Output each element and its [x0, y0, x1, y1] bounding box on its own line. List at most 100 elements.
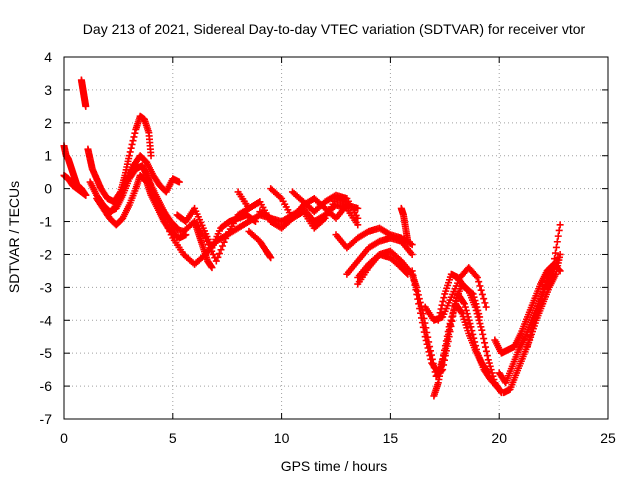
data-point: [459, 298, 467, 306]
data-point: [525, 335, 533, 343]
data-point: [482, 343, 490, 351]
data-point: [556, 250, 564, 258]
data-series-track-11: [191, 218, 216, 272]
data-point: [478, 290, 486, 298]
data-point: [472, 272, 480, 280]
data-point: [462, 306, 470, 314]
data-point: [212, 257, 220, 265]
data-point: [439, 297, 447, 305]
data-point: [476, 313, 484, 321]
data-point: [82, 102, 90, 110]
data-point: [526, 331, 534, 339]
y-tick-label: -5: [40, 345, 53, 361]
data-point: [125, 152, 133, 160]
data-point: [408, 241, 416, 249]
data-point: [250, 217, 258, 225]
data-point: [445, 323, 453, 331]
data-point: [436, 309, 444, 317]
data-point: [422, 324, 430, 332]
data-point: [524, 339, 532, 347]
data-point: [442, 337, 450, 345]
data-series-track-26: [434, 270, 484, 324]
data-point: [430, 364, 438, 372]
data-point: [128, 140, 136, 148]
data-point: [126, 148, 134, 156]
data-point: [477, 286, 485, 294]
data-point: [443, 332, 451, 340]
y-tick-label: 2: [44, 115, 52, 131]
data-point: [220, 238, 228, 246]
data-point: [147, 185, 155, 193]
data-point: [429, 360, 437, 368]
data-point: [482, 303, 490, 311]
data-series-track-6: [93, 171, 190, 242]
x-tick-labels: 0 5 10 15 20 25: [60, 430, 616, 446]
data-point: [446, 320, 454, 328]
data-point: [416, 298, 424, 306]
data-point: [428, 355, 436, 363]
data-point: [465, 316, 473, 324]
data-point: [490, 376, 498, 384]
data-point: [474, 306, 482, 314]
data-point: [556, 267, 564, 275]
x-tick-label: 0: [60, 430, 68, 446]
data-point: [472, 300, 480, 308]
data-point: [448, 313, 456, 321]
x-tick-label: 5: [169, 430, 177, 446]
data-point: [149, 188, 157, 196]
data-point: [457, 308, 465, 316]
data-point: [423, 328, 431, 336]
data-point: [527, 328, 535, 336]
data-point: [217, 246, 225, 254]
data-series-track-3: [77, 76, 90, 110]
data-point: [466, 320, 474, 328]
data-point: [420, 314, 428, 322]
data-point: [82, 191, 90, 199]
data-point: [467, 323, 475, 331]
data-point: [147, 152, 155, 160]
data-point: [478, 326, 486, 334]
data-point: [251, 218, 259, 226]
y-tick-label: 4: [44, 49, 52, 65]
data-point: [403, 269, 411, 277]
data-point: [354, 214, 362, 222]
data-point: [473, 303, 481, 311]
data-series-track-4: [84, 112, 155, 206]
data-point: [475, 310, 483, 318]
y-tick-label: 0: [44, 181, 52, 197]
data-point: [426, 343, 434, 351]
data-point: [153, 200, 161, 208]
data-series-track-21: [397, 204, 412, 245]
data-point: [354, 221, 362, 229]
data-point: [214, 253, 222, 261]
data-point: [419, 310, 427, 318]
data-points: [60, 76, 564, 400]
data-point: [425, 338, 433, 346]
plot-frame: [63, 56, 609, 420]
x-tick-label: 25: [600, 430, 616, 446]
data-point: [409, 272, 417, 280]
y-tick-label: -6: [40, 378, 53, 394]
data-series-track-30: [523, 260, 564, 351]
data-point: [480, 295, 488, 303]
data-point: [479, 330, 487, 338]
data-point: [440, 351, 448, 359]
data-point: [476, 320, 484, 328]
data-point: [414, 291, 422, 299]
data-point: [424, 333, 432, 341]
data-point: [219, 242, 227, 250]
data-point: [460, 300, 468, 308]
data-point: [553, 238, 561, 246]
x-tick-label: 10: [274, 430, 290, 446]
data-point: [477, 323, 485, 331]
chart-title: Day 213 of 2021, Sidereal Day-to-day VTE…: [83, 21, 586, 37]
y-tick-label: -4: [40, 312, 53, 328]
data-point: [529, 320, 537, 328]
data-point: [427, 351, 435, 359]
data-point: [449, 310, 457, 318]
data-point: [483, 352, 491, 360]
data-point: [537, 296, 545, 304]
y-axis-label: SDTVAR / TECUs: [6, 181, 22, 293]
